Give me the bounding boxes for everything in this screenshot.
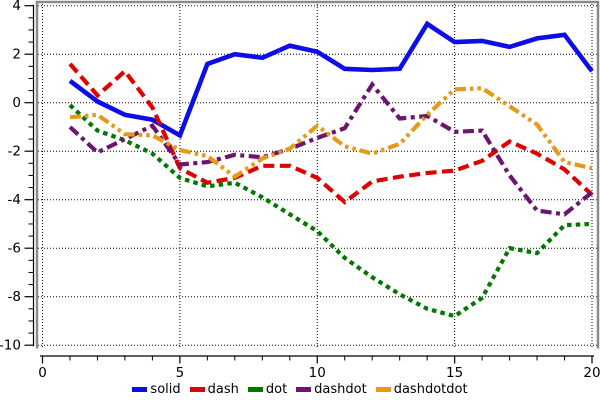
legend-label-dash: dash xyxy=(207,381,239,397)
x-tick-label: 20 xyxy=(583,365,600,381)
legend-item-dot: dot xyxy=(247,381,288,397)
y-tick-label: 0 xyxy=(12,95,21,111)
y-tick-label: 2 xyxy=(12,47,21,63)
legend-item-solid: solid xyxy=(132,381,181,397)
chart-legend: solid dash dot dashdot dashdotdot xyxy=(0,379,600,399)
series-line-solid xyxy=(68,20,594,139)
legend-label-solid: solid xyxy=(150,381,181,397)
legend-swatch-dashdot xyxy=(296,386,312,392)
x-tick-label: 15 xyxy=(446,365,463,381)
legend-label-dot: dot xyxy=(265,381,288,397)
legend-label-dashdotdot: dashdotdot xyxy=(393,381,468,397)
legend-swatch-dot xyxy=(247,386,263,392)
y-tick-label: -4 xyxy=(8,192,21,208)
legend-swatch-dash xyxy=(189,386,205,392)
y-tick-label: 4 xyxy=(12,0,21,14)
legend-label-dashdot: dashdot xyxy=(314,381,367,397)
y-tick-label: -6 xyxy=(8,241,21,257)
x-tick-label: 10 xyxy=(309,365,326,381)
legend-swatch-solid xyxy=(132,386,148,392)
y-tick-label: -8 xyxy=(8,289,21,305)
legend-item-dash: dash xyxy=(189,381,239,397)
y-tick-label: -2 xyxy=(8,144,21,160)
series-line-dashdotdot xyxy=(69,86,593,180)
x-tick-label: 0 xyxy=(38,365,47,381)
legend-swatch-dashdotdot xyxy=(375,386,391,392)
series-line-dashdot xyxy=(68,80,594,217)
legend-item-dashdotdot: dashdotdot xyxy=(375,381,468,397)
x-tick-label: 5 xyxy=(176,365,185,381)
legend-item-dashdot: dashdot xyxy=(296,382,367,397)
y-tick-label: -10 xyxy=(0,338,21,354)
series-line-dot xyxy=(68,103,593,319)
series-line-dash xyxy=(68,62,594,205)
